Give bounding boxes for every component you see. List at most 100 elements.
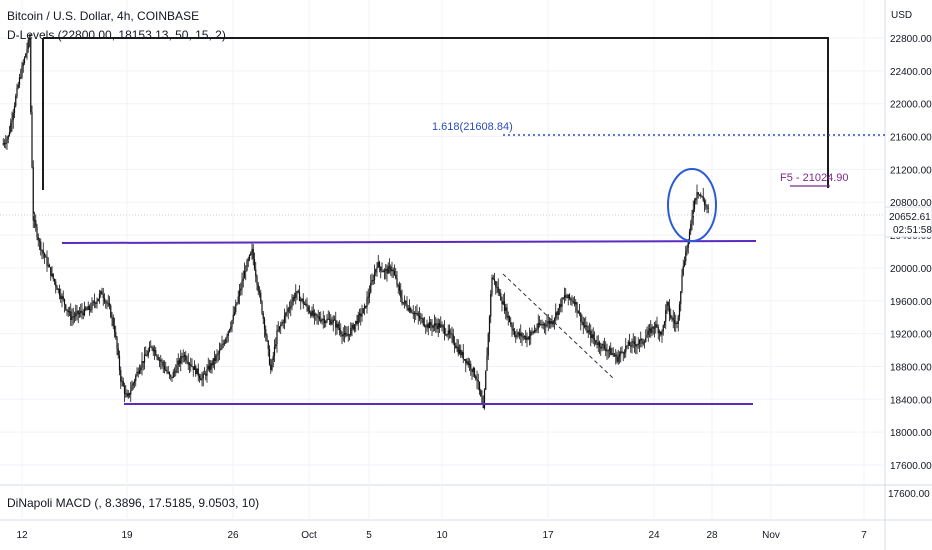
candle-body xyxy=(92,301,94,303)
candle-body xyxy=(175,371,177,373)
candle-body xyxy=(358,313,361,316)
candle-body xyxy=(692,209,694,218)
candle-body xyxy=(415,312,417,314)
candle-body xyxy=(616,354,618,362)
candle-body xyxy=(288,307,291,309)
candle-body xyxy=(583,325,586,327)
candle-body xyxy=(122,381,124,387)
candle-body xyxy=(648,328,651,331)
candle-body xyxy=(290,306,292,308)
price-tick-label: 18000.00 xyxy=(890,428,932,439)
candle-body xyxy=(615,354,617,357)
candle-body xyxy=(26,48,28,54)
candle-body xyxy=(348,334,351,336)
candle-body xyxy=(562,298,564,300)
indicator-label[interactable]: D-Levels (22800.00, 18153.13, 50, 15, 2) xyxy=(7,28,226,42)
candle-body xyxy=(632,341,634,343)
candle-body xyxy=(565,295,567,298)
candle-body xyxy=(536,328,538,331)
candle-body xyxy=(488,316,491,334)
candle-body xyxy=(416,313,418,315)
candle-body xyxy=(145,354,147,356)
candle-body xyxy=(83,307,86,316)
candle-body xyxy=(303,303,306,305)
candle-body xyxy=(31,112,33,168)
candle-body xyxy=(102,294,104,299)
candle-body xyxy=(107,303,109,305)
candle-body xyxy=(103,298,106,302)
candle-body xyxy=(631,341,633,347)
price-tick-label: 22000.00 xyxy=(890,100,932,111)
candle-body xyxy=(381,270,383,272)
candle-body xyxy=(586,325,588,333)
candle-body xyxy=(67,310,69,313)
candle-body xyxy=(247,259,249,262)
candle-body xyxy=(545,325,547,327)
candle-body xyxy=(621,351,623,353)
candle-body xyxy=(57,288,59,290)
candle-body xyxy=(560,304,562,307)
candle-body xyxy=(345,332,347,336)
candle-body xyxy=(296,291,298,293)
candle-body xyxy=(53,278,56,282)
candle-body xyxy=(530,331,532,336)
candle-body xyxy=(501,300,503,305)
candle-body xyxy=(550,320,552,324)
candle-body xyxy=(373,272,376,280)
candle-body xyxy=(311,310,313,316)
candle-body xyxy=(706,205,708,208)
candle-body xyxy=(275,343,277,347)
candle-body xyxy=(15,96,17,106)
candle-body xyxy=(281,322,283,325)
candle-body xyxy=(657,327,659,334)
time-tick-label: 17 xyxy=(542,530,554,541)
candle-body xyxy=(186,360,188,363)
candle-body xyxy=(440,324,442,328)
candle-body xyxy=(336,323,338,328)
candle-body xyxy=(490,293,492,317)
candle-body xyxy=(390,266,392,272)
candle-body xyxy=(130,390,132,395)
candle-body xyxy=(595,339,597,344)
candle-body xyxy=(633,341,636,345)
candle-body xyxy=(453,342,456,346)
candle-body xyxy=(685,251,687,262)
candle-body xyxy=(427,324,429,329)
candle-body xyxy=(638,340,641,344)
candle-body xyxy=(602,343,604,345)
candle-body xyxy=(452,334,454,343)
candle-body xyxy=(683,261,686,266)
candle-body xyxy=(610,347,612,355)
candle-body xyxy=(237,296,239,303)
candle-body xyxy=(151,346,153,348)
candle-body xyxy=(258,291,261,293)
candle-body xyxy=(183,355,186,357)
symbol-title[interactable]: Bitcoin / U.S. Dollar, 4h, COINBASE xyxy=(7,9,199,23)
candle-body xyxy=(135,375,137,382)
candle-body xyxy=(20,77,22,79)
candle-body xyxy=(13,105,16,114)
candle-body xyxy=(147,351,149,356)
macd-label[interactable]: DiNapoli MACD (, 8.3896, 17.5185, 9.0503… xyxy=(7,496,259,510)
time-tick-label: 12 xyxy=(16,530,28,541)
candle-body xyxy=(567,294,569,299)
candle-body xyxy=(551,320,553,325)
candle-body xyxy=(121,381,123,383)
candle-body xyxy=(617,356,619,362)
candle-body xyxy=(351,324,353,329)
candle-body xyxy=(218,350,221,354)
candle-body xyxy=(420,317,422,319)
candle-body xyxy=(333,319,336,321)
candle-body xyxy=(508,316,511,322)
candle-body xyxy=(646,335,648,338)
candle-body xyxy=(542,323,544,326)
candle-body xyxy=(97,298,99,301)
candle-body xyxy=(485,370,487,390)
candle-body xyxy=(200,378,202,381)
candle-body xyxy=(460,349,462,356)
candle-body xyxy=(85,307,87,310)
candle-body xyxy=(650,328,652,334)
candle-body xyxy=(115,332,117,338)
candle-body xyxy=(601,343,603,349)
